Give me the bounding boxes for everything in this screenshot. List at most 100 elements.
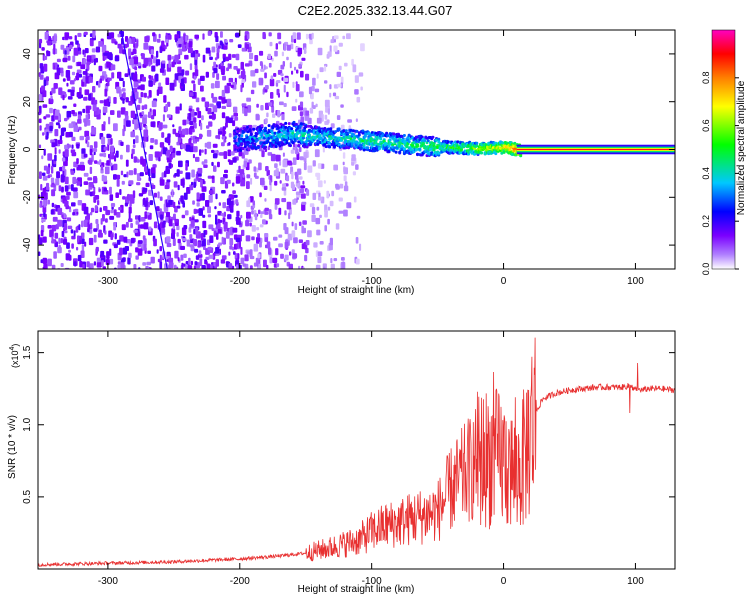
y-tick-label: 0.5: [22, 489, 33, 503]
spectrogram-cell: [68, 254, 72, 261]
spectrogram-cell: [183, 225, 188, 230]
spectrogram-cell: [238, 240, 241, 248]
spectrogram-cell: [142, 63, 147, 68]
spectrogram-cell: [353, 196, 357, 203]
spectrogram-cell: [228, 133, 232, 138]
snr-panel: -300 -200 -100 0 100 0.5 1.0 1.5 Height of str…: [7, 330, 676, 595]
spectrogram-cell: [228, 160, 233, 165]
spectrogram-cell: [153, 192, 157, 198]
spectrogram-cell: [83, 153, 88, 158]
spectrogram-cell: [64, 50, 67, 55]
spectrogram-cell: [42, 104, 48, 108]
spectrogram-cell: [291, 184, 296, 190]
spectrogram-cell: [286, 56, 289, 61]
spectrogram-cell: [56, 67, 61, 76]
spectrogram-cell: [197, 110, 202, 119]
spectrogram-cell: [277, 110, 281, 118]
spectrogram-cell: [246, 34, 250, 40]
spectrogram-cell: [329, 45, 332, 53]
spectrogram-cell: [284, 210, 287, 216]
spectrogram-cell: [191, 80, 195, 84]
spectrogram-cell: [44, 31, 49, 40]
spectrogram-noise-layer: [38, 30, 365, 269]
spectrogram-cell: [57, 219, 63, 227]
spectrogram-cell: [260, 214, 263, 218]
spectrogram-cell: [133, 264, 137, 269]
spectrogram-cell: [258, 209, 261, 215]
spectrogram-cell: [98, 41, 103, 47]
spectrogram-cell: [254, 212, 258, 221]
spectrogram-cell: [508, 148, 512, 152]
spectrogram-cell: [113, 97, 117, 104]
spectrogram-cell: [268, 214, 273, 220]
spectrogram-cell: [502, 150, 506, 154]
spectrogram-cell: [273, 170, 279, 177]
spectrogram-cell: [50, 177, 55, 183]
spectrogram-cell: [287, 233, 293, 241]
spectrogram-cell: [156, 50, 159, 58]
spectrogram-cell: [232, 227, 238, 233]
spectrogram-cell: [83, 96, 88, 101]
spectrogram-cell: [192, 200, 195, 205]
spectrogram-cell: [246, 130, 250, 134]
spectrogram-cell: [234, 116, 239, 121]
spectrogram-cell: [322, 146, 325, 153]
spectrogram-cell: [299, 91, 304, 98]
spectrogram-cell: [58, 87, 63, 95]
spectrogram-cell: [72, 176, 77, 184]
spectrogram-cell: [303, 132, 307, 136]
spectrogram-cell: [181, 238, 187, 242]
spectrogram-cell: [313, 242, 318, 248]
spectrogram-cell: [235, 32, 240, 38]
spectrogram-cell: [327, 218, 330, 225]
spectrogram-cell: [233, 144, 237, 148]
spectrogram-cell: [76, 211, 79, 215]
spectrogram-cell: [244, 108, 248, 117]
spectrogram-cell: [362, 148, 366, 152]
spectrogram-cell: [316, 142, 320, 146]
spectrogram-cell: [291, 171, 294, 180]
spectrogram-cell: [127, 257, 131, 265]
spectrogram-cell: [342, 129, 346, 133]
colorbar-tick-label: 0.8: [701, 72, 711, 85]
spectrogram-cell: [168, 219, 173, 227]
spectrogram-cell: [305, 145, 309, 149]
spectrogram-cell: [281, 51, 284, 57]
x-tick-label: 100: [627, 276, 644, 287]
spectrogram-cell: [343, 175, 347, 182]
x-tick-label: -100: [362, 276, 382, 287]
spectrogram-cell: [113, 244, 118, 249]
spectrogram-cell: [171, 228, 176, 235]
spectrogram-cell: [228, 117, 233, 124]
spectrogram-cell: [244, 63, 250, 67]
snr-line-layer: [38, 337, 675, 568]
spectrogram-cell: [295, 84, 300, 92]
spectrogram-cell: [95, 46, 101, 53]
spectrogram-cell: [259, 61, 263, 66]
spectrogram-cell: [274, 180, 278, 186]
spectrogram-cell: [299, 111, 303, 117]
spectrogram-cell: [95, 219, 99, 224]
spectrogram-cell: [131, 148, 135, 155]
spectrogram-cell: [334, 95, 340, 100]
spectrogram-cell: [274, 202, 278, 210]
spectrogram-cell: [149, 145, 154, 150]
spectrogram-cell: [246, 181, 250, 189]
spectrogram-cell: [193, 265, 196, 269]
spectrogram-cell: [266, 112, 269, 118]
spectrogram-cell: [253, 172, 257, 178]
spectrogram-cell: [281, 123, 285, 127]
spectrogram-cell: [54, 232, 59, 239]
spectrogram-cell: [139, 172, 144, 177]
spectrogram-cell: [39, 63, 44, 69]
spectrogram-cell: [66, 242, 70, 249]
spectrogram-cell: [266, 264, 269, 269]
spectrogram-cell: [191, 169, 195, 178]
spectrogram-cell: [83, 31, 88, 35]
spectrogram-cell: [266, 169, 270, 177]
spectrogram-cell: [58, 237, 61, 245]
spectrogram-cell: [166, 149, 171, 157]
spectrogram-cell: [292, 199, 297, 205]
spectrogram-cell: [255, 132, 259, 136]
spectrogram-cell: [304, 254, 308, 262]
